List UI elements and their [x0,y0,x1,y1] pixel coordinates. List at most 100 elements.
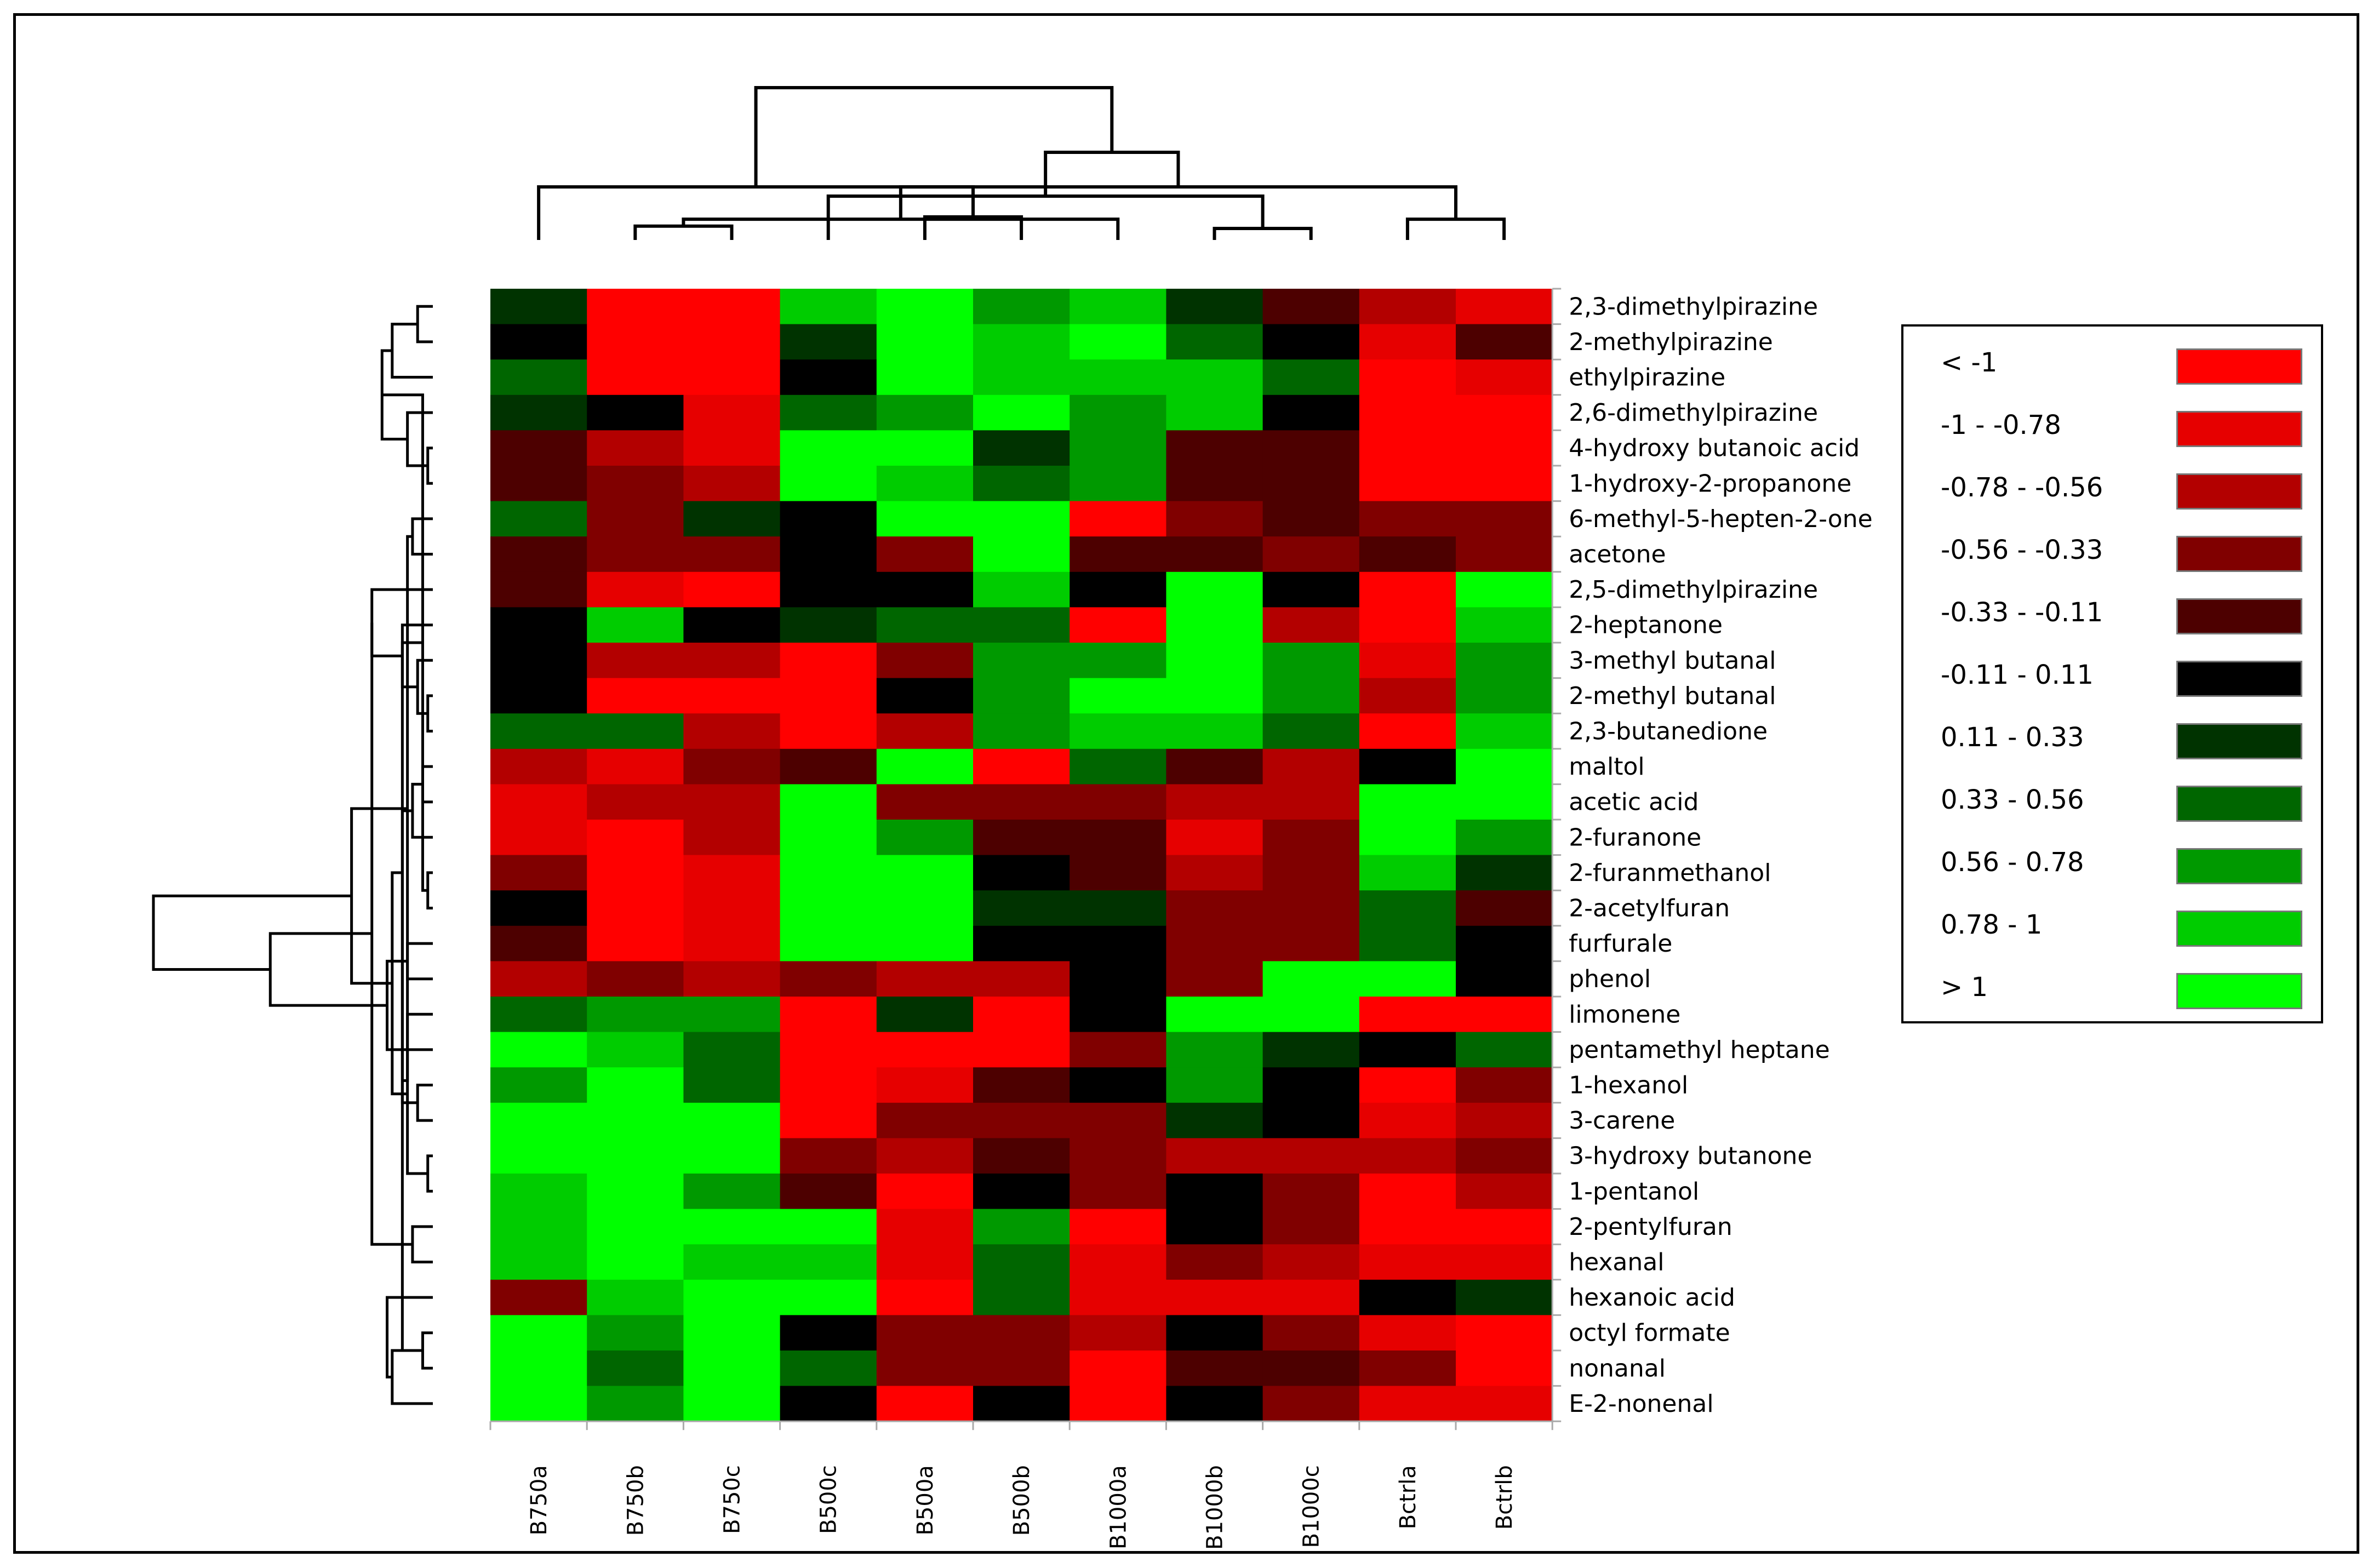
legend-entry: < -1 [1903,335,2321,390]
column-label: Bctrla [1396,1465,1421,1529]
column-dendrogram-link [899,185,1457,220]
heatmap-cell [490,997,587,1033]
row-label: 2,6-dimethylpirazine [1569,399,1818,427]
heatmap-cell [1359,1032,1456,1068]
heatmap-cell [1166,748,1263,785]
heatmap-cell [780,997,877,1033]
heatmap-cell [1166,430,1263,466]
heatmap-cell [1166,1138,1263,1174]
heatmap-cell [1166,678,1263,714]
row-dendrogram-link [391,1349,433,1405]
heatmap-cell [1166,394,1263,431]
heatmap-cell [1070,961,1167,997]
column-label: B750a [527,1465,552,1535]
heatmap-cell [780,890,877,926]
row-label: ethylpirazine [1569,364,1725,392]
legend-label: 0.56 - 0.78 [1941,847,2084,878]
heatmap-cell [780,643,877,679]
heatmap-cell [876,289,974,325]
heatmap-cell [973,466,1070,502]
heatmap-cell [1456,713,1553,749]
heatmap-cell [1262,1102,1360,1138]
heatmap-cell [587,748,684,785]
heatmap-cell [1070,1244,1167,1280]
heatmap-cell [973,394,1070,431]
heatmap-cell [683,748,781,785]
heatmap-cell [587,855,684,891]
row-label: acetone [1569,541,1666,569]
heatmap-cell [780,1279,877,1315]
heatmap-cell [683,890,781,926]
heatmap-cell [973,607,1070,643]
heatmap-cell [780,678,877,714]
heatmap-cell [1456,289,1553,325]
heatmap-cells [490,289,1553,1422]
heatmap-cell [1262,1067,1360,1103]
heatmap-cell [1070,1102,1167,1138]
heatmap-cell [1166,855,1263,891]
legend-entry: 0.56 - 0.78 [1903,835,2321,890]
heatmap-cell [587,289,684,325]
heatmap-cell [1166,1067,1263,1103]
row-label: 2-methyl butanal [1569,682,1776,710]
row-label: pentamethyl heptane [1569,1036,1829,1064]
heatmap-cell [587,713,684,749]
heatmap-cell [1166,501,1263,537]
heatmap-cell [1070,643,1167,679]
row-dendrogram-link [386,959,433,1051]
legend-entry: 0.11 - 0.33 [1903,710,2321,765]
heatmap-cell [876,536,974,573]
heatmap-cell [876,324,974,360]
heatmap-cell [490,466,587,502]
heatmap-cell [1166,571,1263,608]
heatmap-cell [780,961,877,997]
heatmap-cell [490,1386,587,1422]
heatmap-cell [876,607,974,643]
heatmap-cell [876,925,974,962]
legend-label: -0.11 - 0.11 [1941,660,2094,690]
row-label: phenol [1569,965,1651,993]
heatmap-cell [1262,536,1360,573]
heatmap-cell [1456,536,1553,573]
heatmap-cell [587,571,684,608]
heatmap-cell [876,855,974,891]
heatmap-cell [1262,359,1360,396]
heatmap-cell [1359,784,1456,820]
heatmap-cell [1359,1244,1456,1280]
legend-label: 0.11 - 0.33 [1941,722,2084,753]
heatmap-cell [1359,961,1456,997]
row-label: furfurale [1569,930,1672,958]
legend-swatch [2176,723,2302,759]
heatmap-cell [683,430,781,466]
row-dendrogram-link [386,1296,433,1378]
heatmap-cell [1359,678,1456,714]
heatmap-cell [1166,1386,1263,1422]
heatmap-cell [1166,784,1263,820]
heatmap-cell [973,997,1070,1033]
heatmap-cell [1166,713,1263,749]
heatmap-cell [1262,925,1360,962]
row-dendrogram [152,305,433,1405]
heatmap-cell [1166,1174,1263,1210]
heatmap-cell [1070,501,1167,537]
heatmap-cell [1359,1174,1456,1210]
heatmap-cell [490,607,587,643]
heatmap-cell [1359,890,1456,926]
heatmap-cell [683,1174,781,1210]
heatmap-cell [1070,1386,1167,1422]
heatmap-cell [1359,925,1456,962]
heatmap-cell [973,289,1070,325]
heatmap-cell [876,466,974,502]
heatmap-cell [1456,1067,1553,1103]
row-dendrogram-link [416,305,433,344]
heatmap-cell [587,1067,684,1103]
heatmap-cell [1070,1138,1167,1174]
row-label: 2,3-dimethylpirazine [1569,293,1818,321]
heatmap-cell [780,855,877,891]
heatmap-cell [780,1350,877,1387]
heatmap-cell [1166,890,1263,926]
heatmap-cell [1166,643,1263,679]
heatmap-cell [780,324,877,360]
heatmap-cell [973,1315,1070,1351]
legend-swatch [2176,911,2302,947]
